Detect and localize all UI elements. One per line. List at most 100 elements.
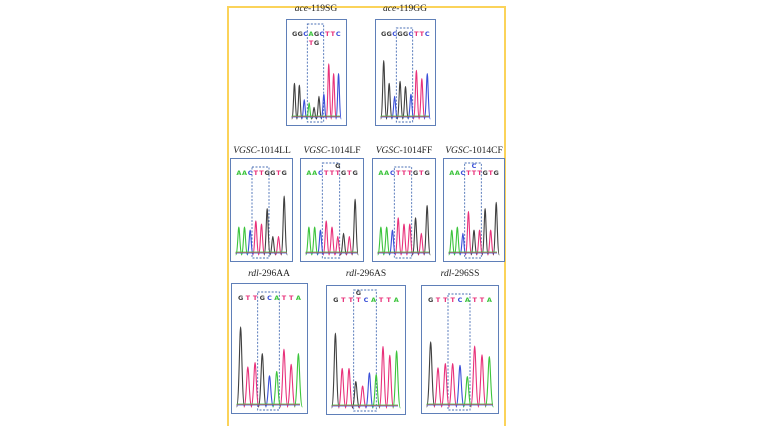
base-call-G: G — [494, 169, 499, 177]
base-call-T: T — [289, 294, 294, 302]
panel-label-ace-119GG: ace-119GG — [383, 4, 427, 14]
trace-peak-T — [406, 223, 414, 256]
trace-peak-T — [418, 78, 426, 120]
trace-peak-C — [365, 372, 374, 409]
panel-label-rdl-296SS: rdl-296SS — [440, 269, 480, 279]
base-call-T: T — [276, 169, 281, 177]
trace-peak-A — [293, 353, 303, 408]
trace-baseline-C — [291, 116, 340, 118]
trace-peak-G — [269, 235, 277, 256]
panel-label-rdl-296AS: rdl-296AS — [345, 269, 387, 279]
trace-baseline-A — [291, 115, 340, 117]
base-call-G: G — [397, 30, 402, 38]
base-call-T: T — [396, 169, 401, 177]
trace-peak-G — [492, 201, 500, 256]
mutation-highlight-box — [353, 289, 377, 412]
trace-peak-G — [291, 82, 298, 120]
trace-peak-C — [388, 229, 397, 256]
mutation-highlight-box — [393, 166, 413, 259]
trace-peak-G — [315, 95, 323, 120]
trace-peak-G — [236, 326, 246, 408]
base-call-G: G — [281, 169, 286, 177]
base-call-G: G — [297, 30, 302, 38]
base-call-A: A — [296, 294, 301, 302]
trace-peak-T — [257, 223, 266, 256]
trace-peak-A — [382, 226, 391, 256]
base-call-T: T — [477, 169, 482, 177]
trace-baseline-C — [305, 252, 357, 254]
trace-peak-A — [240, 226, 249, 256]
trace-peak-T — [334, 235, 342, 256]
mutation-highlight-box — [251, 166, 270, 259]
base-call-T: T — [472, 169, 477, 177]
trace-peak-G — [263, 207, 271, 256]
base-call-A: A — [306, 169, 311, 177]
base-call-G: G — [260, 294, 265, 302]
trace-peak-C — [459, 232, 467, 256]
secondary-base-call-G: G — [356, 289, 361, 297]
trace-peak-T — [400, 223, 408, 256]
trace-peak-G — [401, 85, 410, 120]
secondary-base-call-G: G — [335, 162, 340, 170]
trace-baseline-T — [426, 404, 493, 406]
trace-peak-T — [328, 226, 336, 256]
trace-peak-T — [344, 367, 354, 409]
trace-peak-A — [272, 370, 282, 408]
trace-peak-G — [423, 204, 431, 256]
chromatogram-svg: A A C T T T G T GG — [305, 162, 359, 259]
trace-baseline-A — [305, 251, 357, 253]
trace-peak-C — [391, 95, 399, 120]
base-call-T: T — [325, 30, 330, 38]
secondary-base-call-T: T — [309, 39, 314, 47]
trace-peak-T — [279, 348, 289, 408]
base-call-T: T — [379, 296, 384, 304]
base-call-G: G — [341, 169, 346, 177]
base-call-T: T — [466, 169, 471, 177]
base-call-T: T — [246, 294, 251, 302]
base-call-A: A — [455, 169, 460, 177]
base-call-T: T — [254, 169, 259, 177]
base-call-A: A — [236, 169, 241, 177]
base-call-A: A — [487, 296, 492, 304]
trace-peak-T — [448, 362, 458, 408]
base-call-G: G — [333, 296, 338, 304]
base-call-T: T — [414, 30, 419, 38]
chromatogram-svg: G T T T C A T T AG — [331, 289, 401, 412]
trace-baseline-C — [236, 404, 300, 406]
base-call-A: A — [242, 169, 247, 177]
trace-peak-T — [322, 220, 330, 256]
base-call-G: G — [413, 169, 418, 177]
base-call-T: T — [472, 296, 477, 304]
trace-baseline-C — [380, 116, 429, 118]
trace-peak-T — [417, 232, 426, 256]
trace-baseline-T — [235, 252, 287, 254]
trace-baseline-A — [235, 251, 287, 253]
trace-peak-G — [481, 207, 489, 256]
trace-peak-T — [274, 235, 283, 256]
mutation-highlight-box — [447, 293, 471, 411]
trace-peak-G — [280, 195, 288, 256]
secondary-base-call-G: G — [314, 39, 319, 47]
trace-baseline-T — [448, 252, 497, 254]
trace-peak-C — [455, 364, 465, 408]
trace-peak-G — [351, 198, 359, 256]
base-call-G: G — [381, 30, 386, 38]
trace-peak-G — [296, 84, 303, 120]
base-call-A: A — [312, 169, 317, 177]
base-call-C: C — [364, 296, 369, 304]
trace-baseline-C — [331, 405, 398, 407]
trace-peak-G — [470, 229, 478, 256]
trace-peak-C — [264, 375, 275, 408]
trace-peak-G — [257, 353, 267, 408]
trace-baseline-T — [377, 252, 429, 254]
trace-baseline-T — [331, 405, 398, 407]
trace-peak-T — [433, 367, 443, 408]
base-call-C: C — [460, 169, 465, 177]
base-call-T: T — [282, 294, 287, 302]
